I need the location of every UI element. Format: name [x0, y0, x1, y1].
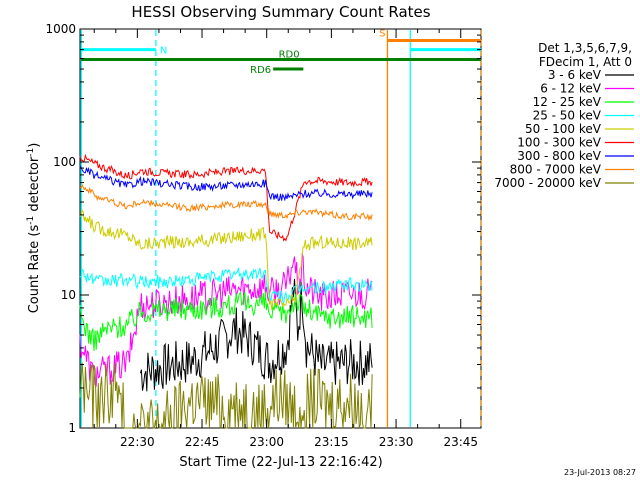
series-line	[79, 209, 373, 311]
legend-label: 6 - 12 keV	[540, 82, 602, 96]
legend-label: 7000 - 20000 keV	[494, 176, 601, 190]
chart-title: HESSI Observing Summary Count Rates	[131, 3, 430, 21]
legend-label: 800 - 7000 keV	[510, 163, 602, 177]
status-bar-label: N	[160, 46, 167, 57]
x-axis-label: Start Time (22-Jul-13 22:16:42)	[179, 455, 382, 470]
series-line	[79, 267, 373, 305]
series-group	[79, 153, 373, 430]
series-line	[79, 153, 373, 242]
series-line	[139, 278, 373, 392]
y-axis-label-suffix: )	[27, 143, 42, 148]
x-tick-label: 23:45	[443, 435, 478, 449]
x-axis: 22:30 22:45 23:00 23:15 23:30 23:45	[93, 29, 478, 449]
legend-header-line-2: FDecim 1, Att 0	[539, 55, 632, 69]
series-line	[79, 291, 373, 351]
y-axis-label-mid: detector	[27, 156, 42, 216]
legend-label: 12 - 25 keV	[533, 95, 602, 109]
legend-header-line-1: Det 1,3,5,6,7,9,	[538, 41, 632, 55]
status-bar-label: S	[379, 28, 385, 39]
y-axis: 1 10 100 1000	[45, 22, 481, 435]
x-tick-label: 22:30	[120, 435, 155, 449]
legend-label: 50 - 100 keV	[525, 122, 602, 136]
legend-label: 25 - 50 keV	[533, 109, 602, 123]
status-bar-label: RD6	[250, 65, 271, 76]
y-tick-label: 10	[61, 288, 76, 302]
y-tick-label: 1000	[45, 22, 76, 36]
legend: Det 1,3,5,6,7,9, FDecim 1, Att 0 3 - 6 k…	[494, 41, 634, 190]
y-axis-label: Count Rate (s-1 detector-1)	[26, 143, 42, 314]
plot-clip-group	[79, 28, 482, 429]
x-tick-label: 22:45	[185, 435, 220, 449]
status-bars: N S RD0 RD6	[81, 28, 481, 76]
y-axis-label-sup1: -1	[26, 216, 36, 225]
plot-frame	[79, 28, 482, 429]
marker-lines	[80, 30, 482, 427]
legend-label: 100 - 300 keV	[517, 136, 601, 150]
series-line	[79, 165, 373, 202]
series-line	[79, 183, 373, 222]
y-axis-label-sup2: -1	[26, 148, 36, 157]
x-tick-label: 23:00	[249, 435, 284, 449]
series-line	[79, 362, 373, 430]
x-tick-label: 23:15	[314, 435, 349, 449]
x-tick-label: 23:30	[379, 435, 414, 449]
series-line	[79, 253, 373, 388]
status-bar-label: RD0	[279, 49, 300, 60]
legend-label: 3 - 6 keV	[548, 68, 602, 82]
legend-label: 300 - 800 keV	[517, 149, 601, 163]
y-tick-label: 100	[53, 155, 76, 169]
footer-date: 23-Jul-2013 08:27	[564, 468, 636, 477]
y-axis-label-prefix: Count Rate (s	[27, 225, 42, 314]
y-tick-label: 1	[68, 421, 76, 435]
